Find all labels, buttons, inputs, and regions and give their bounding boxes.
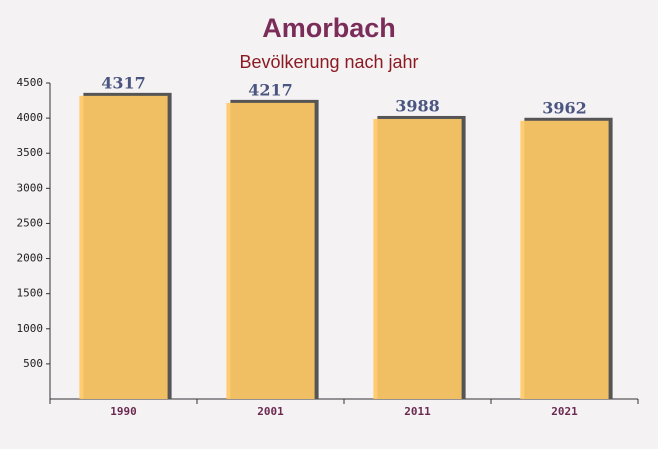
bar xyxy=(520,120,609,400)
x-tick-label: 2021 xyxy=(551,405,578,418)
value-label: 3988 xyxy=(395,96,440,115)
y-tick-label: 3500 xyxy=(17,146,44,159)
value-label: 4217 xyxy=(248,80,293,99)
value-label: 4317 xyxy=(101,73,146,92)
y-tick-label: 3000 xyxy=(17,181,44,194)
value-label: 3962 xyxy=(542,98,587,117)
chart-title: Amorbach xyxy=(262,13,396,43)
x-tick-label: 1990 xyxy=(110,405,137,418)
y-tick-label: 4000 xyxy=(17,111,44,124)
x-tick-label: 2011 xyxy=(404,405,431,418)
y-tick-label: 500 xyxy=(23,357,43,370)
y-tick-label: 2500 xyxy=(17,216,44,229)
x-tick-label: 2001 xyxy=(257,405,284,418)
y-tick-label: 4500 xyxy=(17,76,44,89)
bar xyxy=(373,118,462,399)
y-tick-label: 1500 xyxy=(17,287,44,300)
y-tick-label: 2000 xyxy=(17,252,44,265)
chart-subtitle: Bevölkerung nach jahr xyxy=(239,52,418,72)
y-tick-label: 1000 xyxy=(17,322,44,335)
bar xyxy=(226,102,315,399)
bar xyxy=(79,95,168,399)
